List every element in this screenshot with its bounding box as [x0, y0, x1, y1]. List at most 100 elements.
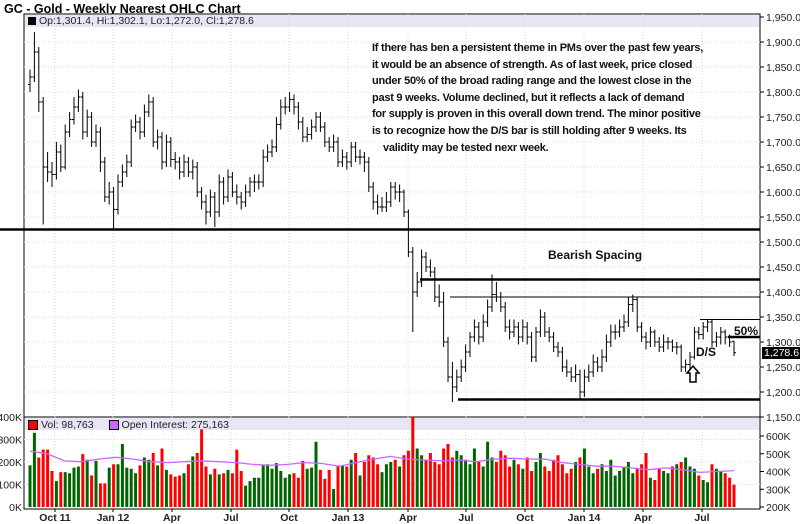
ohlc-bar	[208, 189, 213, 217]
volume-bar	[490, 457, 494, 507]
ohlc-bar	[626, 297, 631, 327]
volume-bar	[442, 448, 446, 507]
ohlc-bar	[547, 327, 552, 342]
volume-bar	[468, 464, 472, 507]
volume-bar	[486, 441, 490, 507]
volume-bar	[63, 472, 67, 507]
volume-bar	[516, 464, 520, 507]
volume-bar	[85, 459, 89, 507]
ohlc-bar	[485, 299, 490, 327]
x-tick-label: Jul	[694, 512, 709, 524]
ohlc-bar	[573, 364, 578, 382]
ohlc-bar	[652, 329, 657, 347]
volume-bar	[340, 465, 344, 507]
x-tick-label: Jul	[223, 512, 238, 524]
ohlc-bar	[608, 324, 613, 347]
volume-bar	[556, 455, 560, 507]
volume-bar	[398, 466, 402, 507]
volume-bar	[666, 473, 670, 507]
volume-bar	[362, 462, 366, 507]
volume-bar	[107, 467, 111, 507]
y-tick-label: 1,550.0	[766, 212, 800, 224]
volume-bar	[481, 466, 485, 507]
volume-bar	[525, 457, 529, 507]
volume-bar	[191, 456, 195, 507]
ohlc-bar	[296, 102, 301, 130]
volume-bar	[543, 466, 547, 507]
ohlc-bar	[525, 322, 530, 345]
y-tick-label: 1,700.0	[766, 137, 800, 149]
ohlc-bar	[336, 137, 340, 167]
volume-bar	[116, 464, 120, 507]
volume-legend-band	[25, 418, 759, 430]
open-interest-legend-text: Open Interest: 275,163	[121, 419, 229, 431]
volume-bar	[90, 475, 94, 507]
current-price-label: 1,278.6	[762, 347, 800, 359]
volume-bar	[578, 457, 582, 507]
price-legend-band	[25, 15, 759, 27]
y-tick-label: 1,400.0	[766, 287, 800, 299]
ohlc-bar	[309, 119, 314, 140]
ohlc-bar	[666, 337, 670, 350]
volume-bar	[521, 468, 525, 507]
y-tick-label: 1,150.0	[766, 412, 800, 424]
volume-bar	[288, 474, 292, 507]
ohlc-bar	[199, 187, 204, 210]
volume-bar	[239, 471, 243, 507]
volume-bar	[402, 455, 406, 507]
ohlc-bar	[419, 249, 424, 287]
volume-bar	[600, 464, 604, 507]
volume-bar	[582, 448, 586, 507]
ohlc-bar	[468, 332, 472, 357]
volume-bar	[134, 473, 138, 507]
volume-bar	[714, 468, 718, 507]
volume-bar	[679, 462, 683, 507]
volume-bar	[292, 473, 296, 507]
volume-bar	[50, 471, 54, 507]
ohlc-bar	[402, 189, 406, 217]
ohlc-bar	[318, 112, 323, 132]
ohlc-bar	[529, 332, 534, 362]
volume-bar	[560, 464, 564, 507]
y-tick-label: 1,250.0	[766, 362, 800, 374]
ohlc-bar	[657, 337, 662, 352]
ohlc-bar	[164, 134, 169, 167]
volume-bar	[349, 459, 353, 507]
ohlc-bar	[212, 192, 217, 227]
ohlc-bar	[371, 182, 376, 210]
ohlc-bar	[459, 359, 464, 382]
price-legend-text: Op:1,301.4, Hi:1,302.1, Lo:1,272.0, Cl:1…	[39, 15, 254, 27]
ohlc-bar	[723, 329, 728, 345]
y-tick-label: 1,850.0	[766, 62, 800, 74]
volume-bar	[358, 475, 362, 507]
ohlc-bar	[142, 104, 147, 137]
ohlc-bar	[564, 359, 569, 377]
ohlc-bar	[542, 312, 547, 337]
oi-y-tick-label: 500K	[766, 449, 791, 461]
y-tick-label: 1,900.0	[766, 37, 800, 49]
ohlc-bar	[454, 369, 459, 392]
volume-legend: Vol: 98,763 Open Interest: 275,163	[28, 419, 229, 431]
ohlc-bar	[701, 322, 706, 340]
ohlc-bar	[204, 194, 208, 225]
volume-bar	[464, 459, 468, 507]
x-tick-label: Apr	[634, 512, 652, 524]
volume-bar	[538, 453, 542, 507]
volume-bar	[640, 464, 644, 507]
ohlc-bar	[648, 327, 653, 347]
y-tick-label: 1,800.0	[766, 87, 800, 99]
ohlc-bar	[274, 117, 279, 152]
volume-bar	[125, 467, 129, 507]
volume-bar	[147, 459, 151, 507]
oi-y-tick-label: 300K	[766, 484, 791, 496]
volume-bar	[235, 449, 239, 507]
ohlc-bar	[111, 187, 116, 230]
ohlc-bar	[393, 182, 398, 200]
ohlc-bar	[437, 284, 442, 307]
volume-bar	[508, 466, 512, 507]
ohlc-bar	[102, 157, 107, 202]
ohlc-bar	[679, 344, 684, 372]
ohlc-bar	[182, 154, 186, 177]
volume-bar	[376, 464, 380, 507]
